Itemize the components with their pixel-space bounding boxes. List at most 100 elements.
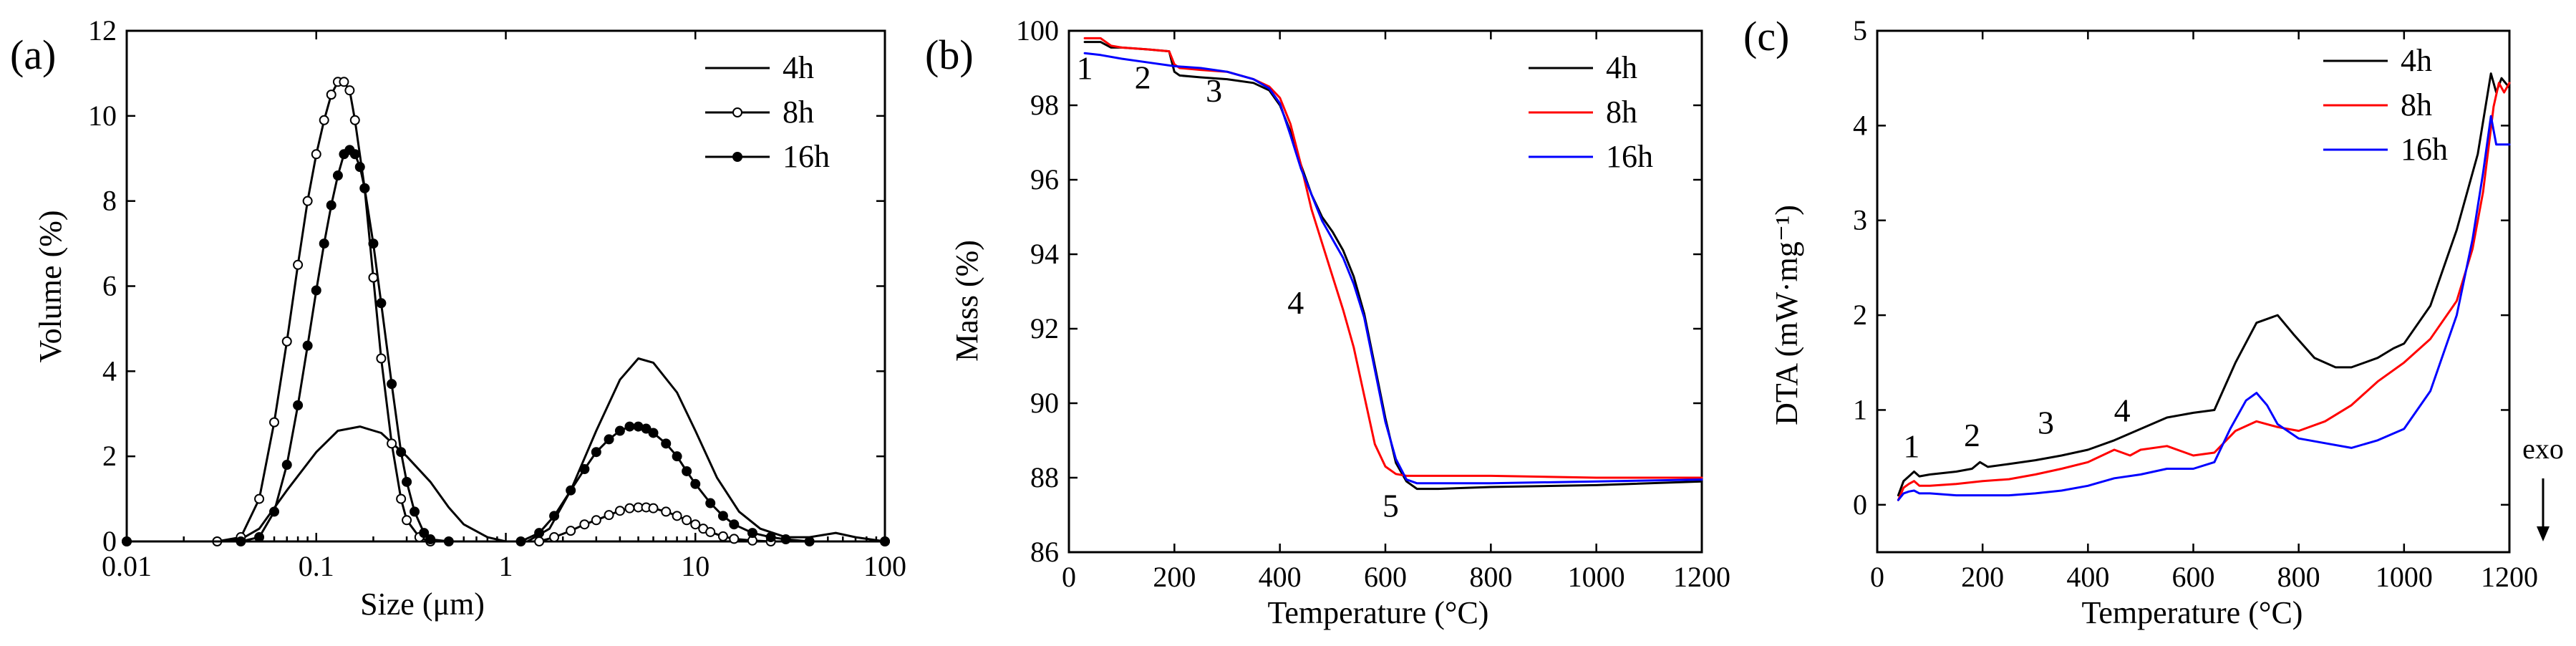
panel-a-ylabel: Volume (%) xyxy=(33,210,68,362)
panel-c-annotation: 2 xyxy=(1964,417,1980,453)
panel-a-xtick-label: 1 xyxy=(499,550,513,582)
panel-a-point-16h xyxy=(402,476,412,487)
panel-a-legend-label-8h: 8h xyxy=(783,95,814,130)
panel-b-ytick-label: 96 xyxy=(1030,163,1059,196)
panel-a-point-16h xyxy=(591,447,601,458)
panel-b-xtick-label: 0 xyxy=(1062,561,1076,593)
panel-c-xtick-label: 800 xyxy=(2277,561,2320,593)
panel-a-point-8h xyxy=(302,196,313,206)
panel-c-ytick-label: 4 xyxy=(1853,109,1867,141)
panel-a-point-16h xyxy=(579,463,590,474)
panel-a-point-16h xyxy=(319,238,329,249)
panel-a-point-16h xyxy=(682,466,692,476)
panel-a-point-16h xyxy=(672,451,682,462)
panel-a-point-8h xyxy=(717,531,728,541)
panel-a-point-8h xyxy=(624,503,635,514)
panel-a: (a) 0.01 0.1 1 10 100 0 2 4 6 8 10 12 4h 8h 16h Size … xyxy=(10,14,906,622)
panel-a-point-16h xyxy=(880,536,890,546)
panel-a-point-8h xyxy=(344,85,355,96)
panel-a-point-16h xyxy=(534,528,545,539)
panel-a-point-16h xyxy=(515,536,526,546)
panel-a-point-8h xyxy=(549,532,560,543)
panel-a-point-8h xyxy=(579,519,590,530)
panel-b-annotation: 4 xyxy=(1287,284,1304,321)
panel-b-legend-label-16h: 16h xyxy=(1606,139,1653,174)
panel-b-xtick-label: 200 xyxy=(1153,561,1196,593)
panel-a-point-16h xyxy=(311,285,321,296)
panel-c-exo-label: exo xyxy=(2522,433,2564,465)
panel-b-annotation: 2 xyxy=(1135,59,1151,96)
panel-a-point-16h xyxy=(302,340,313,351)
panel-a-xtick-label: 100 xyxy=(863,550,906,582)
panel-a-point-8h xyxy=(729,534,740,544)
panel-a-point-16h xyxy=(780,534,791,545)
panel-c-label: (c) xyxy=(1743,13,1789,59)
panel-a-ytick-label: 4 xyxy=(102,355,117,387)
panel-a-point-16h xyxy=(661,438,672,449)
panel-a-point-8h xyxy=(269,417,280,428)
panel-a-point-16h xyxy=(614,425,625,436)
panel-c-xlabel: Temperature (°C) xyxy=(2082,595,2303,630)
panel-a-point-16h xyxy=(368,238,379,249)
panel-b-xtick-label: 400 xyxy=(1259,561,1302,593)
panel-a-point-16h xyxy=(443,536,454,546)
panel-c-legend-label-8h: 8h xyxy=(2401,87,2432,122)
panel-a-point-8h xyxy=(648,503,659,514)
panel-a-point-16h xyxy=(765,532,776,543)
panel-a-point-16h xyxy=(604,434,614,445)
panel-b-ytick-label: 86 xyxy=(1030,536,1059,568)
panel-c-legend-label-4h: 4h xyxy=(2401,43,2432,78)
panel-a-point-16h xyxy=(641,423,652,434)
panel-a-point-16h xyxy=(747,528,757,539)
panel-c-annotation: 1 xyxy=(1903,428,1919,465)
panel-a-point-8h xyxy=(682,515,692,526)
panel-a-point-16h xyxy=(236,536,246,546)
panel-c-xtick-label: 200 xyxy=(1961,561,2004,593)
panel-a-point-8h xyxy=(376,353,387,364)
panel-b-ylabel: Mass (%) xyxy=(949,240,984,362)
panel-a-ytick-label: 10 xyxy=(88,100,117,132)
panel-a-point-8h xyxy=(254,493,265,504)
panel-b-xtick-label: 1000 xyxy=(1568,561,1625,593)
panel-a-point-8h xyxy=(281,336,292,347)
panel-b-label: (b) xyxy=(925,32,974,78)
panel-b-annotation: 3 xyxy=(1206,72,1222,109)
panel-a-label: (a) xyxy=(10,32,56,78)
panel-a-point-16h xyxy=(122,536,132,546)
panel-a-point-8h xyxy=(396,493,407,504)
panel-a-point-16h xyxy=(566,485,576,496)
exo-arrow-icon xyxy=(2537,478,2550,541)
panel-a-point-8h xyxy=(690,519,701,530)
panel-a-ytick-label: 8 xyxy=(102,185,117,217)
panel-a-point-16h xyxy=(410,506,420,517)
panel-b-ytick-label: 88 xyxy=(1030,461,1059,493)
panel-a-point-16h xyxy=(425,534,436,545)
panel-c-ytick-label: 2 xyxy=(1853,299,1867,331)
panel-a-point-16h xyxy=(281,460,292,471)
panel-b-legend-label-4h: 4h xyxy=(1606,50,1637,85)
panel-a-xlabel: Size (μm) xyxy=(360,587,485,622)
panel-a-point-16h xyxy=(396,447,407,458)
panel-c-ytick-label: 5 xyxy=(1853,14,1867,47)
panel-c-annotation: 4 xyxy=(2114,392,2131,428)
panel-c-xtick-label: 0 xyxy=(1870,561,1884,593)
panel-a-point-16h xyxy=(648,428,659,438)
panel-a-legend-label-4h: 4h xyxy=(783,50,814,85)
panel-c-legend-label-16h: 16h xyxy=(2401,132,2448,167)
panel-c: (c) 0 200 400 600 800 1000 1200 0 1 2 3 4 5 1 2 3 4 4h 8… xyxy=(1743,13,2564,630)
panel-c-series-4h xyxy=(1897,72,2511,497)
panel-b-ytick-label: 98 xyxy=(1030,89,1059,121)
panel-a-point-8h xyxy=(319,115,329,125)
panel-a-point-16h xyxy=(549,511,560,521)
panel-c-ytick-label: 3 xyxy=(1853,204,1867,236)
panel-a-series-16h xyxy=(125,148,886,543)
panel-c-ytick-label: 0 xyxy=(1853,488,1867,521)
panel-c-xtick-label: 1000 xyxy=(2376,561,2433,593)
panel-c-ytick-label: 1 xyxy=(1853,393,1867,425)
panel-a-point-8h xyxy=(566,526,576,536)
panel-a-series-8h xyxy=(125,80,886,543)
panel-a-point-16h xyxy=(729,519,740,530)
panel-a-point-8h xyxy=(614,506,625,516)
panel-b-annotation: 1 xyxy=(1077,50,1093,87)
panel-a-xtick-label: 10 xyxy=(681,550,710,582)
